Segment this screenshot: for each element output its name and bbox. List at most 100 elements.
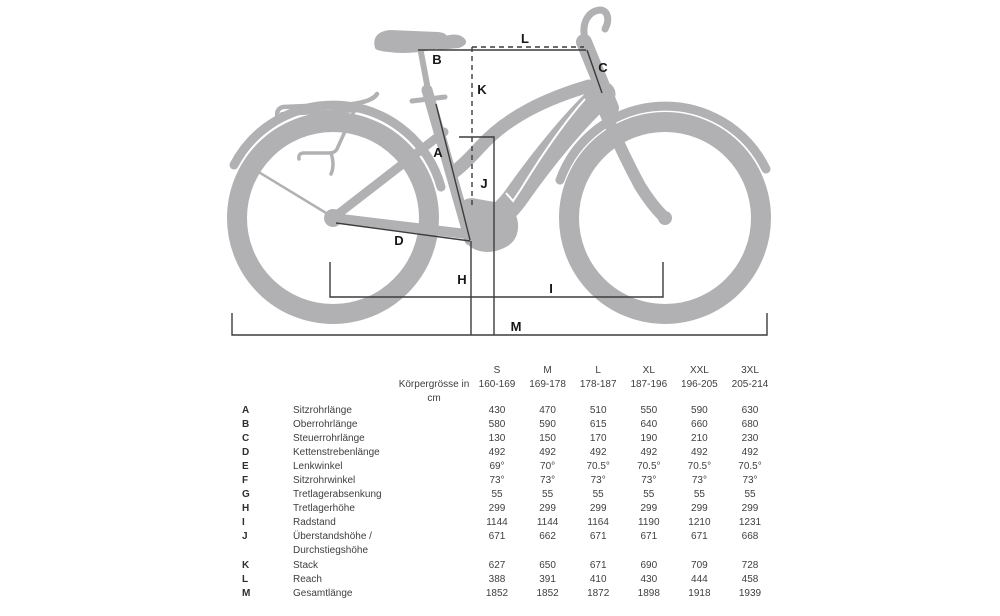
row-value: 668 (741, 531, 759, 542)
row-value: 492 (640, 447, 658, 458)
row-value: 615 (589, 419, 607, 430)
row-value: 1144 (486, 517, 508, 528)
row-value: 492 (488, 447, 506, 458)
row-key: E (242, 461, 249, 472)
row-label: Gesamtlänge (293, 588, 353, 599)
bike-solid-parts (324, 30, 672, 252)
handlebar (580, 6, 612, 43)
seat-clamp (409, 94, 448, 104)
row-value: 299 (589, 503, 607, 514)
row-value: 73° (540, 475, 556, 486)
row-value: 55 (592, 489, 604, 500)
row-label: Überstandshöhe / Durchstiegshöhe (293, 531, 372, 556)
row-label: Sitzrohrlänge (293, 405, 352, 416)
row-key: F (242, 475, 249, 486)
row-value: 55 (542, 489, 554, 500)
size-range-header: 187-196 (630, 379, 668, 390)
row-value: 70.5° (687, 461, 712, 472)
row-key: C (242, 433, 250, 444)
row-value: 299 (640, 503, 658, 514)
label-M: M (511, 319, 522, 334)
size-range-header: 160-169 (478, 379, 516, 390)
size-column-header: S (493, 365, 501, 376)
row-value: 1210 (688, 517, 711, 528)
row-value: 662 (539, 531, 556, 542)
label-I: I (549, 281, 553, 296)
row-value: 410 (589, 574, 607, 585)
row-value: 170 (589, 433, 607, 444)
row-value: 69° (489, 461, 505, 472)
row-value: 470 (539, 405, 556, 416)
row-value: 671 (640, 531, 658, 542)
row-value: 1164 (587, 517, 609, 528)
label-B: B (432, 52, 441, 67)
size-column-header: XL (642, 365, 655, 376)
top-tube (447, 79, 596, 179)
battery-highlight (505, 98, 586, 203)
front-fender (555, 101, 771, 185)
rear-rack-rail-lower (280, 108, 368, 116)
row-value: 458 (741, 574, 759, 585)
row-key: I (242, 517, 245, 528)
saddle (374, 30, 447, 53)
dim-line-C (586, 49, 603, 94)
row-key: A (242, 405, 250, 416)
row-key: D (242, 447, 250, 458)
row-label: Stack (293, 560, 319, 571)
row-value: 70.5° (738, 461, 762, 472)
dimension-lines (231, 46, 768, 336)
body-height-label: Körpergrösse in cm (398, 379, 470, 404)
dim-line-D (335, 222, 471, 242)
row-value: 1231 (738, 517, 762, 528)
row-value: 1190 (638, 517, 660, 528)
row-value: 430 (488, 405, 506, 416)
size-column-header: XXL (689, 365, 709, 376)
row-label: Reach (293, 574, 322, 585)
row-key: L (242, 574, 249, 585)
row-value: 590 (691, 405, 708, 416)
row-value: 492 (691, 447, 708, 458)
row-value: 1898 (637, 588, 660, 599)
label-C: C (598, 60, 608, 75)
row-value: 73° (590, 475, 606, 486)
row-label: Steuerrohrlänge (293, 433, 365, 444)
row-value: 430 (640, 574, 658, 585)
row-value: 70.5° (637, 461, 661, 472)
row-value: 728 (741, 560, 759, 571)
label-L: L (521, 31, 529, 46)
rear-rack-rail (274, 91, 380, 122)
row-key: H (242, 503, 250, 514)
size-range-header: 178-187 (579, 379, 617, 390)
row-value: 1852 (536, 588, 559, 599)
row-label: Tretlagerhöhe (293, 503, 355, 514)
row-label: Sitzrohrwinkel (293, 475, 356, 486)
row-value: 73° (742, 475, 758, 486)
seat-post (417, 44, 432, 98)
row-value: 660 (691, 419, 708, 430)
row-value: 55 (491, 489, 503, 500)
row-value: 492 (741, 447, 759, 458)
row-value: 70.5° (586, 461, 610, 472)
row-value: 299 (741, 503, 759, 514)
row-value: 299 (488, 503, 506, 514)
row-value: 671 (589, 531, 607, 542)
row-value: 299 (539, 503, 556, 514)
row-value: 1852 (485, 588, 509, 599)
row-key: G (242, 489, 250, 500)
row-value: 492 (589, 447, 607, 458)
row-value: 55 (643, 489, 655, 500)
row-value: 388 (488, 574, 506, 585)
seat-stay (328, 127, 449, 223)
row-value: 1872 (587, 588, 610, 599)
row-value: 650 (539, 560, 556, 571)
row-value: 671 (691, 531, 708, 542)
row-value: 73° (489, 475, 505, 486)
row-value: 130 (488, 433, 506, 444)
row-label: Kettenstrebenlänge (293, 447, 380, 458)
front-wheel (559, 112, 771, 324)
row-value: 671 (589, 560, 607, 571)
row-value: 444 (691, 574, 708, 585)
rear-rack-hook (329, 151, 335, 176)
row-value: 630 (741, 405, 759, 416)
